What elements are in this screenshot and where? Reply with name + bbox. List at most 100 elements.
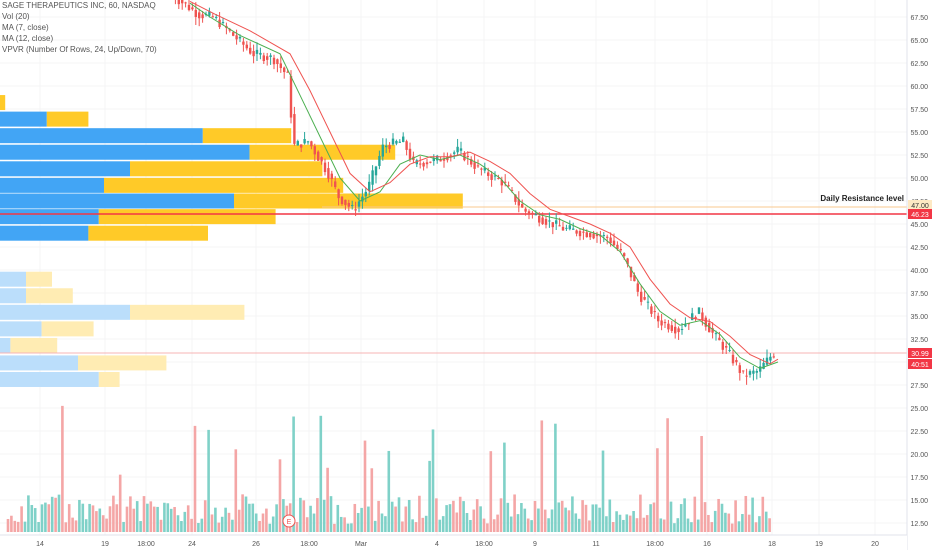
volume-bar [717,498,720,532]
candle-body [626,258,629,265]
volume-bar [265,508,268,532]
volume-bar [261,513,265,532]
price-tick-label: 32.50 [910,337,928,344]
volume-bar [713,510,717,532]
candle-body [340,196,344,205]
vpvr-down-bar [78,355,167,371]
vpvr-up-bar [0,225,89,241]
volume-bar [754,522,758,532]
volume-bar [530,520,533,532]
candle-body [636,283,639,292]
volume-bar [316,498,319,532]
volume-bar [411,519,414,532]
volume-bar [322,499,326,532]
time-tick-label: 20 [871,541,879,548]
volume-bar [424,515,428,532]
symbol-title[interactable]: SAGE THERAPEUTICS INC, 60, NASDAQ [2,1,156,10]
volume-bar [295,521,299,532]
volume-bar [560,500,564,532]
volume-bar [472,509,476,532]
volume-bar [78,499,81,532]
time-tick-label: 11 [592,541,599,548]
candle-body [691,313,694,321]
time-tick-label: 9 [533,541,537,548]
volume-bars [6,405,771,532]
time-tick-label: 18:00 [475,541,493,548]
candle-body [765,357,769,365]
price-tick-label: 60.00 [910,84,928,91]
candle-body [330,173,333,180]
volume-bar [122,521,125,532]
candle-body [449,155,452,157]
volume-bar [751,497,754,532]
candle-body [378,156,381,166]
vpvr-down-bar [26,271,52,287]
volume-bar [469,519,472,532]
volume-bar [101,515,105,532]
volume-bar [737,521,741,532]
candle-body [221,22,225,24]
volume-bar [615,511,618,532]
volume-bar [125,506,129,532]
vpvr-up-bar [0,193,234,209]
volume-bar [71,517,74,532]
volume-bar [105,518,108,532]
time-tick-label: 18:00 [300,541,318,548]
volume-bar [455,512,459,532]
time-tick-label: 24 [188,541,196,548]
volume-bar [458,496,462,532]
volume-bar [333,523,336,532]
candle-body [531,212,534,214]
volume-bar [30,505,34,532]
earnings-marker[interactable] [282,514,296,528]
volume-bar [676,518,680,532]
candle-body [612,240,616,246]
candle-body [459,148,463,151]
vpvr-up-bar [0,111,47,127]
candle-body [704,317,707,327]
volume-bar [404,506,408,532]
time-tick-label: 26 [252,541,260,548]
volume-bar [435,498,438,532]
candle-body [602,235,605,237]
candle-body [674,326,677,334]
candle-body [742,370,745,372]
price-axis[interactable] [907,0,932,550]
price-tick-label: 17.50 [910,475,928,482]
candle-body [629,266,633,278]
volume-bar [47,504,51,532]
volume-bar [693,496,697,532]
candle-body [344,199,347,205]
vpvr-up-bar [0,271,26,287]
volume-bar [98,508,102,532]
volume-bar [248,503,251,532]
time-tick-label: Mar [355,541,368,548]
volume-bar [390,501,394,532]
time-axis[interactable] [0,535,907,550]
volume-bar [622,519,625,532]
volume-bar [173,507,176,532]
candle-body [364,191,367,197]
volume-bar [356,512,360,532]
ma12-indicator-label[interactable]: MA (12, close) [2,34,54,43]
candle-body [269,55,272,57]
volume-bar [108,506,112,532]
candle-body [361,196,364,202]
volume-bar [115,504,119,532]
vpvr-down-bar [46,111,89,127]
vol-indicator-label[interactable]: Vol (20) [2,12,30,21]
candle-body [208,11,211,16]
volume-bar [149,501,153,532]
vpvr-indicator-label[interactable]: VPVR (Number Of Rows, 24, Up/Down, 70) [2,45,157,54]
time-tick-label: 19 [101,541,109,548]
ma7-indicator-label[interactable]: MA (7, close) [2,23,49,32]
volume-bar [112,495,115,532]
volume-bar [190,518,193,532]
volume-bar [380,513,384,532]
price-tick-label: 12.50 [910,521,928,528]
volume-bar [523,508,527,532]
volume-bar [275,504,278,532]
candle-body [391,138,395,145]
candle-body [538,215,541,223]
